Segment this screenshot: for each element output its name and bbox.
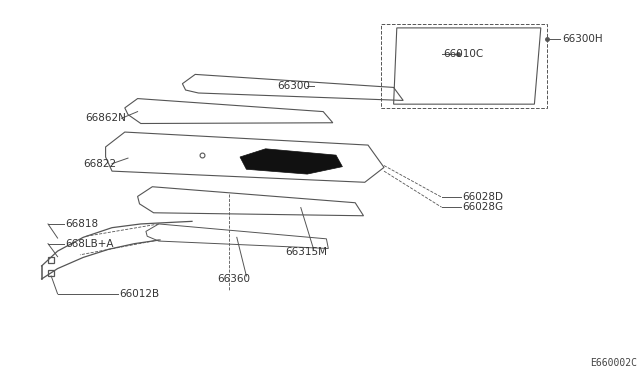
Polygon shape <box>240 149 342 174</box>
Text: 66028D: 66028D <box>462 192 503 202</box>
Text: 66360: 66360 <box>218 274 251 284</box>
Text: E660002C: E660002C <box>590 357 637 368</box>
Text: 66012B: 66012B <box>120 289 160 299</box>
Text: 66315M: 66315M <box>285 247 327 257</box>
Text: 66818: 66818 <box>65 219 99 229</box>
Text: 66010C: 66010C <box>443 49 483 59</box>
Text: 66300: 66300 <box>277 81 310 90</box>
Text: 66300H: 66300H <box>562 34 602 44</box>
Text: 668LB+A: 668LB+A <box>65 239 114 248</box>
Text: 66862N: 66862N <box>85 113 126 123</box>
Text: 66028G: 66028G <box>462 202 503 212</box>
Text: 66822: 66822 <box>83 160 116 169</box>
